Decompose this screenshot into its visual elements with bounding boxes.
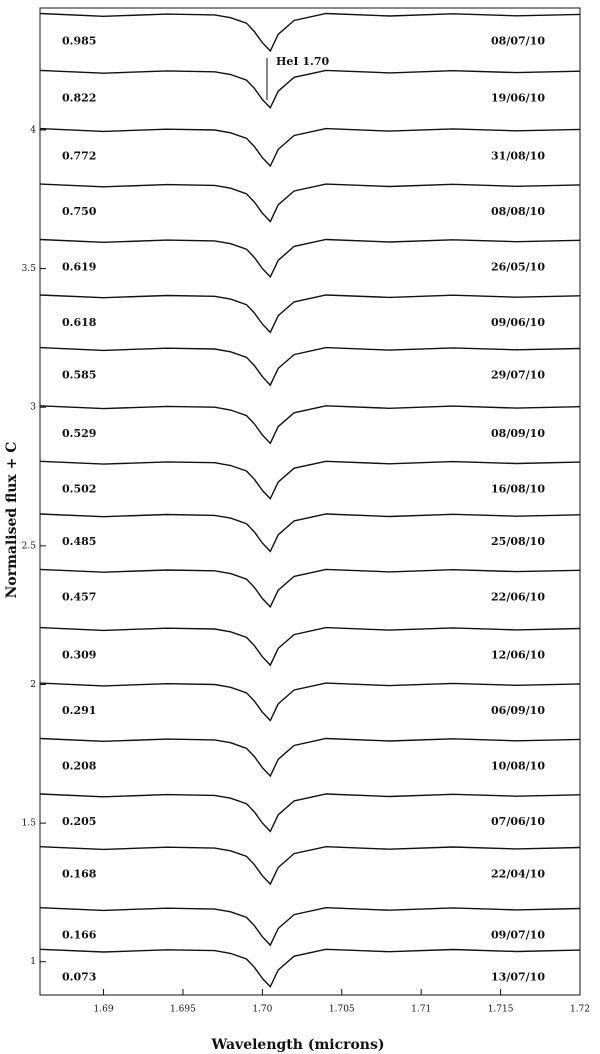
x-tick-label: 1.70 xyxy=(252,1005,272,1015)
spectrum-line xyxy=(39,294,581,334)
date-label: 22/06/10 xyxy=(491,590,545,603)
spectrum-line xyxy=(39,737,581,778)
phase-label: 0.457 xyxy=(62,590,96,603)
date-label: 08/08/10 xyxy=(491,205,545,218)
spectrum-line xyxy=(39,626,581,667)
date-label: 31/08/10 xyxy=(491,150,545,163)
spectrum-line xyxy=(39,69,581,110)
spectrum-line xyxy=(39,405,581,445)
phase-label: 0.502 xyxy=(62,482,96,495)
phase-label: 0.291 xyxy=(62,704,96,717)
spectrum-line xyxy=(39,948,581,988)
y-tick-label: 4 xyxy=(30,125,36,135)
phase-label: 0.485 xyxy=(62,535,96,548)
date-label: 08/09/10 xyxy=(491,427,545,440)
date-label: 12/06/10 xyxy=(491,649,545,662)
spectrum-line xyxy=(39,682,581,722)
spectrum-line xyxy=(39,183,581,223)
date-label: 16/08/10 xyxy=(491,482,545,495)
y-tick-label: 3.5 xyxy=(22,264,37,274)
spectrum-line xyxy=(39,793,581,833)
y-tick-label: 3 xyxy=(30,403,36,413)
y-axis-title: Normalised flux + C xyxy=(4,442,20,599)
x-tick-label: 1.705 xyxy=(329,1005,355,1015)
phase-label: 0.529 xyxy=(62,427,96,440)
x-tick-label: 1.71 xyxy=(411,1005,431,1015)
phase-label: 0.205 xyxy=(62,815,96,828)
phase-label: 0.168 xyxy=(62,868,97,881)
phase-label: 0.750 xyxy=(62,205,97,218)
date-label: 09/07/10 xyxy=(491,929,545,942)
date-label: 07/06/10 xyxy=(491,815,545,828)
phase-label: 0.166 xyxy=(62,929,97,942)
y-tick-label: 1.5 xyxy=(22,819,37,829)
date-label: 22/04/10 xyxy=(491,868,545,881)
spectrum-line xyxy=(39,568,581,609)
spectrum-line xyxy=(39,238,581,279)
y-tick-label: 2 xyxy=(30,680,36,690)
date-label: 09/06/10 xyxy=(491,316,545,329)
phase-label: 0.073 xyxy=(62,970,96,983)
y-tick-label: 1 xyxy=(30,957,36,967)
phase-label: 0.585 xyxy=(62,369,96,382)
spectrum-line xyxy=(39,906,581,947)
date-label: 29/07/10 xyxy=(491,369,545,382)
plot-frame xyxy=(39,7,581,996)
spectrum-line xyxy=(39,346,581,387)
phase-label: 0.618 xyxy=(62,316,97,329)
annotation: HeI 1.70 xyxy=(276,55,330,68)
phase-label: 0.619 xyxy=(62,261,96,274)
y-tick-label: 2.5 xyxy=(22,541,37,551)
x-axis-title: Wavelength (microns) xyxy=(210,1037,384,1053)
date-label: 13/07/10 xyxy=(491,970,545,983)
date-label: 06/09/10 xyxy=(491,704,545,717)
date-label: 26/05/10 xyxy=(491,261,545,274)
phase-label: 0.822 xyxy=(62,91,96,104)
spectrum-line xyxy=(39,127,581,168)
x-tick-label: 1.72 xyxy=(570,1005,590,1015)
date-label: 08/07/10 xyxy=(491,35,545,48)
spectrum-line xyxy=(39,12,581,53)
phase-label: 0.208 xyxy=(62,760,97,773)
x-tick-label: 1.695 xyxy=(170,1005,196,1015)
date-label: 25/08/10 xyxy=(491,535,545,548)
spectrum-line xyxy=(39,460,581,500)
phase-label: 0.985 xyxy=(62,35,96,48)
phase-label: 0.309 xyxy=(62,649,96,662)
date-label: 19/06/10 xyxy=(491,91,545,104)
x-tick-label: 1.69 xyxy=(94,1005,114,1015)
phase-label: 0.772 xyxy=(62,150,96,163)
x-tick-label: 1.715 xyxy=(488,1005,514,1015)
date-label: 10/08/10 xyxy=(491,760,545,773)
spectrum-line xyxy=(39,845,581,886)
spectrum-line xyxy=(39,513,581,553)
